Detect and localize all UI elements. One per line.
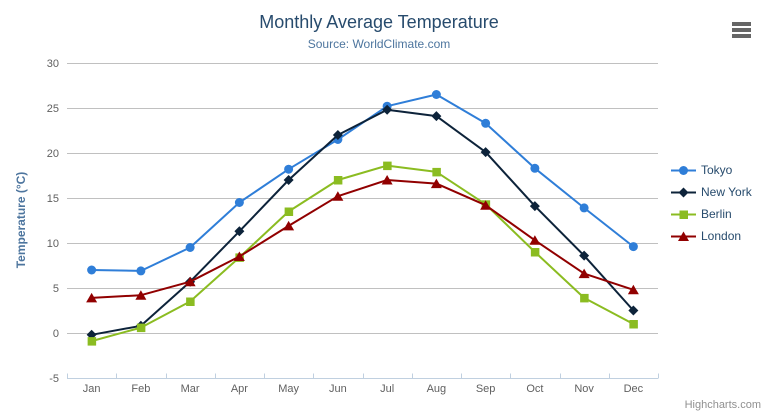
point-berlin-jan[interactable] xyxy=(87,337,97,346)
x-axis-label: Jan xyxy=(83,383,101,395)
point-tokyo-aug[interactable] xyxy=(431,90,441,99)
y-axis-title: Temperature (°C) xyxy=(14,172,28,269)
point-london-jun[interactable] xyxy=(332,191,344,201)
point-new-york-nov[interactable] xyxy=(579,250,590,261)
credits-link[interactable]: Highcharts.com xyxy=(684,399,761,411)
series-london xyxy=(86,175,639,303)
legend-item-london[interactable]: London xyxy=(671,225,752,247)
point-london-apr[interactable] xyxy=(233,251,245,262)
y-axis-label: 30 xyxy=(47,58,59,70)
x-axis-label: Jul xyxy=(380,383,394,395)
export-menu-button[interactable] xyxy=(726,14,757,42)
x-axis-label: May xyxy=(278,383,299,395)
legend-symbol-berlin[interactable] xyxy=(679,210,689,219)
x-axis-label: Sep xyxy=(476,383,496,395)
series-line-new-york[interactable] xyxy=(90,108,635,336)
y-axis-label: 15 xyxy=(47,193,59,205)
point-new-york-apr[interactable] xyxy=(234,226,245,237)
point-tokyo-nov[interactable] xyxy=(579,203,589,213)
chart-subtitle: Source: WorldClimate.com xyxy=(307,37,451,51)
x-axis-label: Apr xyxy=(231,383,248,395)
point-london-jan[interactable] xyxy=(86,292,98,303)
point-london-mar[interactable] xyxy=(184,276,196,287)
point-berlin-nov[interactable] xyxy=(580,293,589,303)
point-new-york-aug[interactable] xyxy=(431,111,442,122)
point-tokyo-mar[interactable] xyxy=(185,243,195,252)
x-axis-label: Dec xyxy=(624,383,644,395)
point-london-oct[interactable] xyxy=(529,235,541,245)
point-london-feb[interactable] xyxy=(135,290,147,300)
point-berlin-oct[interactable] xyxy=(530,248,540,257)
y-axis-label: -5 xyxy=(49,373,59,385)
legend-symbol-london[interactable] xyxy=(678,231,689,241)
point-london-sep[interactable] xyxy=(480,200,492,210)
point-london-dec[interactable] xyxy=(627,284,639,295)
legend-label: Berlin xyxy=(701,207,732,221)
hamburger-menu-icon xyxy=(732,22,751,38)
legend-marker-square-icon xyxy=(671,210,696,219)
legend-symbol-new-york[interactable] xyxy=(678,187,689,197)
series-line-tokyo[interactable] xyxy=(90,93,635,272)
y-axis-label: 20 xyxy=(47,148,59,160)
x-axis-label: Oct xyxy=(526,383,543,395)
x-axis-label: Aug xyxy=(427,383,447,395)
point-berlin-feb[interactable] xyxy=(136,323,146,333)
point-london-nov[interactable] xyxy=(578,268,590,279)
point-tokyo-dec[interactable] xyxy=(628,242,638,252)
point-tokyo-sep[interactable] xyxy=(481,118,491,128)
point-new-york-jun[interactable] xyxy=(332,130,343,140)
legend-label: London xyxy=(701,229,742,243)
point-new-york-sep[interactable] xyxy=(480,147,491,158)
point-london-aug[interactable] xyxy=(430,178,442,189)
point-berlin-may[interactable] xyxy=(284,207,294,217)
x-axis-label: Jun xyxy=(329,383,347,395)
y-axis-label: 5 xyxy=(53,283,59,295)
legend-item-berlin[interactable]: Berlin xyxy=(671,203,752,225)
y-axis-label: 0 xyxy=(53,328,59,340)
x-axis-label: Mar xyxy=(181,383,200,395)
legend: Tokyo New York Berlin London xyxy=(671,159,752,247)
point-london-may[interactable] xyxy=(283,220,295,231)
y-axis-label: 25 xyxy=(47,103,59,115)
series-tokyo xyxy=(87,90,638,276)
point-berlin-jun[interactable] xyxy=(333,176,343,185)
chart-title: Monthly Average Temperature xyxy=(259,12,499,32)
point-berlin-aug[interactable] xyxy=(432,167,441,177)
series-new-york xyxy=(86,104,639,340)
legend-marker-triangle-icon xyxy=(671,231,696,241)
point-new-york-jul[interactable] xyxy=(382,104,393,115)
series-line-london[interactable] xyxy=(90,179,635,299)
point-tokyo-jan[interactable] xyxy=(87,265,97,275)
y-axis-label: 10 xyxy=(47,238,59,250)
series-line-berlin[interactable] xyxy=(90,164,635,343)
point-london-jul[interactable] xyxy=(381,175,393,185)
legend-symbol-tokyo[interactable] xyxy=(679,165,688,175)
point-new-york-may[interactable] xyxy=(283,175,294,185)
point-new-york-oct[interactable] xyxy=(529,201,540,212)
legend-item-tokyo[interactable]: Tokyo xyxy=(671,159,752,181)
point-berlin-mar[interactable] xyxy=(186,297,195,307)
point-berlin-dec[interactable] xyxy=(629,320,638,329)
legend-label: New York xyxy=(701,185,752,199)
point-tokyo-apr[interactable] xyxy=(234,198,244,207)
x-axis-label: Feb xyxy=(131,383,150,395)
point-tokyo-feb[interactable] xyxy=(136,266,146,276)
x-axis-label: Nov xyxy=(574,383,594,395)
legend-item-new-york[interactable]: New York xyxy=(671,181,752,203)
legend-marker-circle-icon xyxy=(671,165,696,175)
legend-label: Tokyo xyxy=(701,163,733,177)
point-new-york-dec[interactable] xyxy=(628,305,639,316)
point-tokyo-oct[interactable] xyxy=(530,163,540,173)
legend-marker-diamond-icon xyxy=(671,187,696,197)
point-tokyo-may[interactable] xyxy=(284,164,294,174)
point-berlin-jul[interactable] xyxy=(383,161,392,171)
